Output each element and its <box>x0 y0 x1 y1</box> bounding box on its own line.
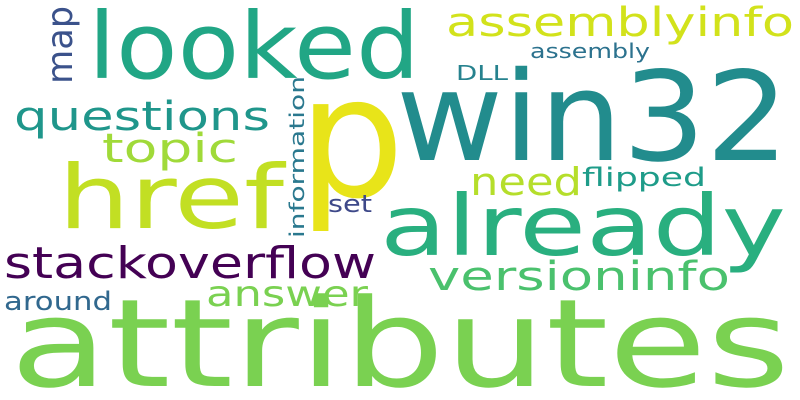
word-win32: win32 <box>396 46 789 190</box>
word-need: need <box>470 160 582 204</box>
word-flipped: flipped <box>582 163 706 193</box>
word-information: information <box>285 76 309 238</box>
word-map: map <box>40 6 81 84</box>
word-around: around <box>4 287 112 317</box>
word-questions: questions <box>14 94 270 140</box>
word-already: already <box>380 177 786 275</box>
word-href: href <box>58 146 287 249</box>
word-attributes: attributes <box>10 273 790 400</box>
word-stackoverflow: stackoverflow <box>4 238 376 289</box>
word-dll: DLL <box>456 61 509 85</box>
word-set: set <box>328 190 372 218</box>
word-answer: answer <box>206 274 368 315</box>
word-versioninfo: versioninfo <box>428 254 730 300</box>
word-assemblyinfo: assemblyinfo <box>446 0 794 46</box>
word-assembly: assembly <box>530 39 650 63</box>
word-looked: looked <box>88 0 420 100</box>
word-p: p <box>298 40 405 236</box>
word-topic: topic <box>102 126 238 172</box>
